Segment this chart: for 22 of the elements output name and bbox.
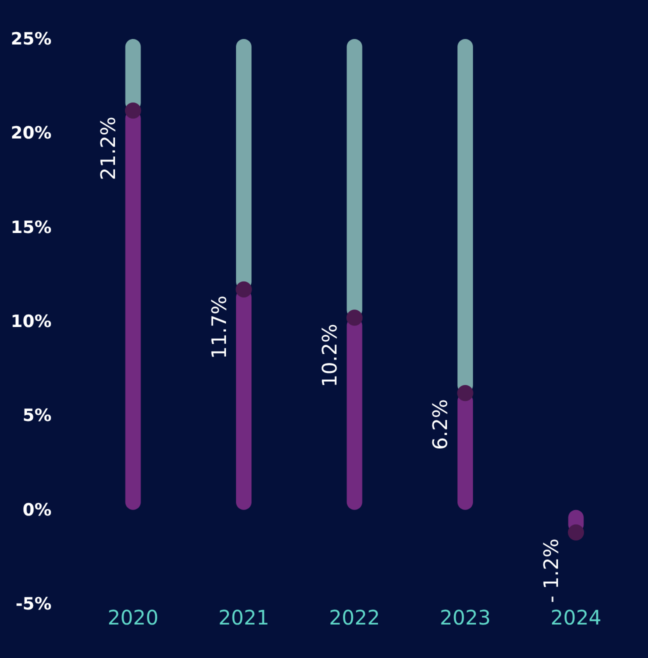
point [236, 281, 252, 298]
x-tick-label: 2023 [440, 606, 491, 630]
point [568, 524, 584, 540]
data-label: 11.7% [206, 295, 231, 360]
y-tick-label: 25% [10, 30, 52, 50]
x-tick-label: 2022 [329, 606, 380, 630]
data-label: 10.2% [318, 324, 342, 388]
x-tick-label: 2024 [550, 606, 602, 630]
x-tick-label: 2021 [218, 606, 270, 630]
data-label: 6.2% [428, 399, 452, 450]
y-tick-label: 0% [22, 500, 52, 520]
x-tick-label: 2020 [108, 606, 158, 630]
data-label: 21.2% [96, 116, 120, 180]
y-tick-label: 20% [10, 124, 52, 144]
point [346, 310, 363, 326]
point [124, 102, 142, 119]
y-tick-label: 15% [10, 218, 52, 238]
y-tick-label: 10% [10, 312, 52, 332]
y-tick-label: -5% [16, 594, 52, 614]
point [457, 385, 474, 402]
data-label: - 1.2% [538, 538, 563, 603]
y-tick-label: 5% [22, 406, 52, 426]
